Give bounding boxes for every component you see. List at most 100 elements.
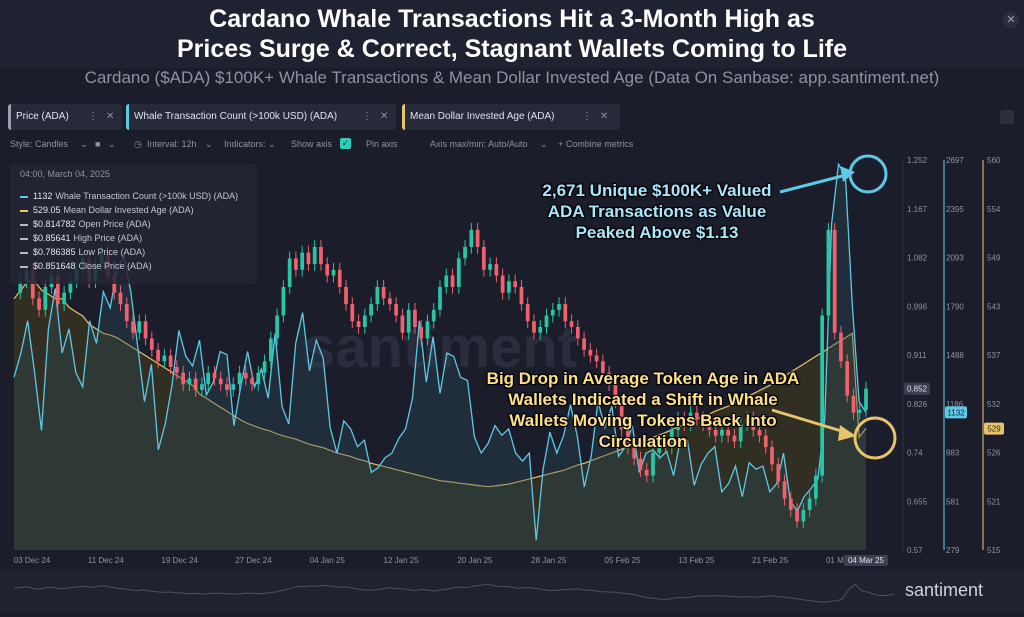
tab-whale-label: Whale Transaction Count (>100k USD) (ADA… [134,111,338,122]
candle-body [507,281,511,293]
candle-body [281,286,286,316]
whale-annotation-arrow [779,172,851,194]
santiment-watermark: santiment [905,580,984,600]
close-icon[interactable]: ✕ [106,111,115,122]
whale-axis-tick-label: 1488 [946,351,964,360]
legend-label: Mean Dollar Invested Age (ADA) [63,205,194,215]
headline-line-1: Cardano Whale Transactions Hit a 3-Month… [209,5,815,33]
candle-body [156,349,160,362]
age-axis-tick-label: 515 [987,546,1001,555]
gear-icon[interactable] [1000,110,1014,124]
candle-body [149,338,154,350]
square-icon[interactable]: ■ [95,139,101,149]
chevron-down-icon[interactable]: ⌄ [205,139,213,149]
candle-body [770,447,774,465]
candle-body [181,372,186,385]
candle-body [500,275,505,293]
whale-axis-tick-label: 2093 [946,254,964,263]
candle-body [381,286,386,299]
x-axis-tick-label: 19 Dec 24 [161,556,198,565]
chevron-down-icon[interactable]: ⌄ [80,139,88,149]
show-axis-toggle[interactable]: Show axis [291,139,333,149]
candle-body [694,412,699,419]
candle-body [444,275,449,287]
age-axis-tick-label: 521 [987,497,1001,506]
interval-select[interactable]: Interval: 12h [147,139,197,149]
candle-body [300,252,305,270]
legend-swatch [20,195,28,198]
chevron-down-icon[interactable]: ⌄ [540,139,548,149]
candle-body [43,286,48,310]
candle-body [594,355,599,362]
legend-value: $0.786385 [33,247,76,257]
chevron-down-icon[interactable]: ⌄ [108,139,116,149]
legend-swatch [20,237,28,240]
age-axis-tick-label: 537 [987,351,1001,360]
whale-axis-tick-label: 2395 [946,205,964,214]
candle-body [287,258,292,287]
check-icon[interactable]: ✓ [340,138,351,149]
annotation-token-age-drop: Big Drop in Average Token Age in ADA Wal… [486,369,800,451]
candle-body [250,378,254,385]
indicators-select[interactable]: Indicators: [224,139,266,149]
candle-body [400,315,405,333]
close-icon[interactable]: ✕ [1003,12,1019,28]
candle-body [582,338,586,350]
candle-body [488,264,492,270]
candle-body [237,372,242,385]
candle-body [651,452,655,476]
x-axis-tick-label: 13 Feb 25 [678,556,715,565]
candle-body [851,395,856,413]
tab-price-color [8,104,11,130]
more-icon[interactable]: ⋮ [88,111,98,122]
candle-body [362,315,367,327]
tab-price[interactable]: Price (ADA) ⋮ ✕ [8,104,122,130]
candle-body [669,429,674,448]
candle-body [306,252,311,265]
candle-body [788,498,793,510]
candle-body [175,367,179,373]
x-axis-tick-label: 04 Jan 25 [310,556,346,565]
candle-body [193,378,198,390]
age-axis-tick-label: 560 [987,156,1001,165]
axis-maxmin-select[interactable]: Axis max/min: Auto/Auto [430,139,528,149]
close-icon[interactable]: ✕ [380,111,389,122]
candle-body [557,304,561,310]
candle-body [519,286,524,305]
candle-body [701,418,705,425]
legend-label: Low Price (ADA) [78,247,146,257]
candle-body [676,418,680,430]
candle-body [513,281,518,287]
combine-metrics-button[interactable]: + Combine metrics [558,139,634,149]
more-icon[interactable]: ⋮ [582,111,592,122]
more-icon[interactable]: ⋮ [362,111,372,122]
chart-subtitle: Cardano ($ADA) $100K+ Whale Transactions… [84,68,940,87]
candle-body [807,498,812,510]
candle-body [475,229,480,247]
candle-body [532,321,536,333]
price-axis-tick-label: 0.655 [907,497,928,506]
candle-body [839,332,843,362]
headline-line-2: Prices Surge & Correct, Stagnant Wallets… [176,35,848,63]
pin-axis-toggle[interactable]: Pin axis [366,139,398,149]
candle-body [375,286,380,305]
whale-series-line [13,162,867,541]
style-select[interactable]: Style: Candles [10,139,69,149]
candle-body [18,281,23,293]
tab-whale-transactions[interactable]: Whale Transaction Count (>100k USD) (ADA… [126,104,396,130]
close-icon[interactable]: ✕ [600,111,609,122]
chevron-down-icon[interactable]: ⌄ [268,139,276,149]
legend-swatch [20,223,28,226]
candle-body [275,315,279,339]
x-axis-tick-label: 05 Feb 25 [605,556,642,565]
candle-body [494,264,499,276]
candle-body [124,304,129,322]
age-series-line [13,280,867,488]
legend-label: High Price (ADA) [73,233,143,243]
price-axis-tick-label: 0.996 [907,302,928,311]
candle-body [312,246,317,265]
candle-body [657,441,662,453]
candle-body [575,326,580,339]
candle-body [425,321,430,339]
tab-mean-dollar-invested-age[interactable]: Mean Dollar Invested Age (ADA) ⋮ ✕ [402,104,620,130]
